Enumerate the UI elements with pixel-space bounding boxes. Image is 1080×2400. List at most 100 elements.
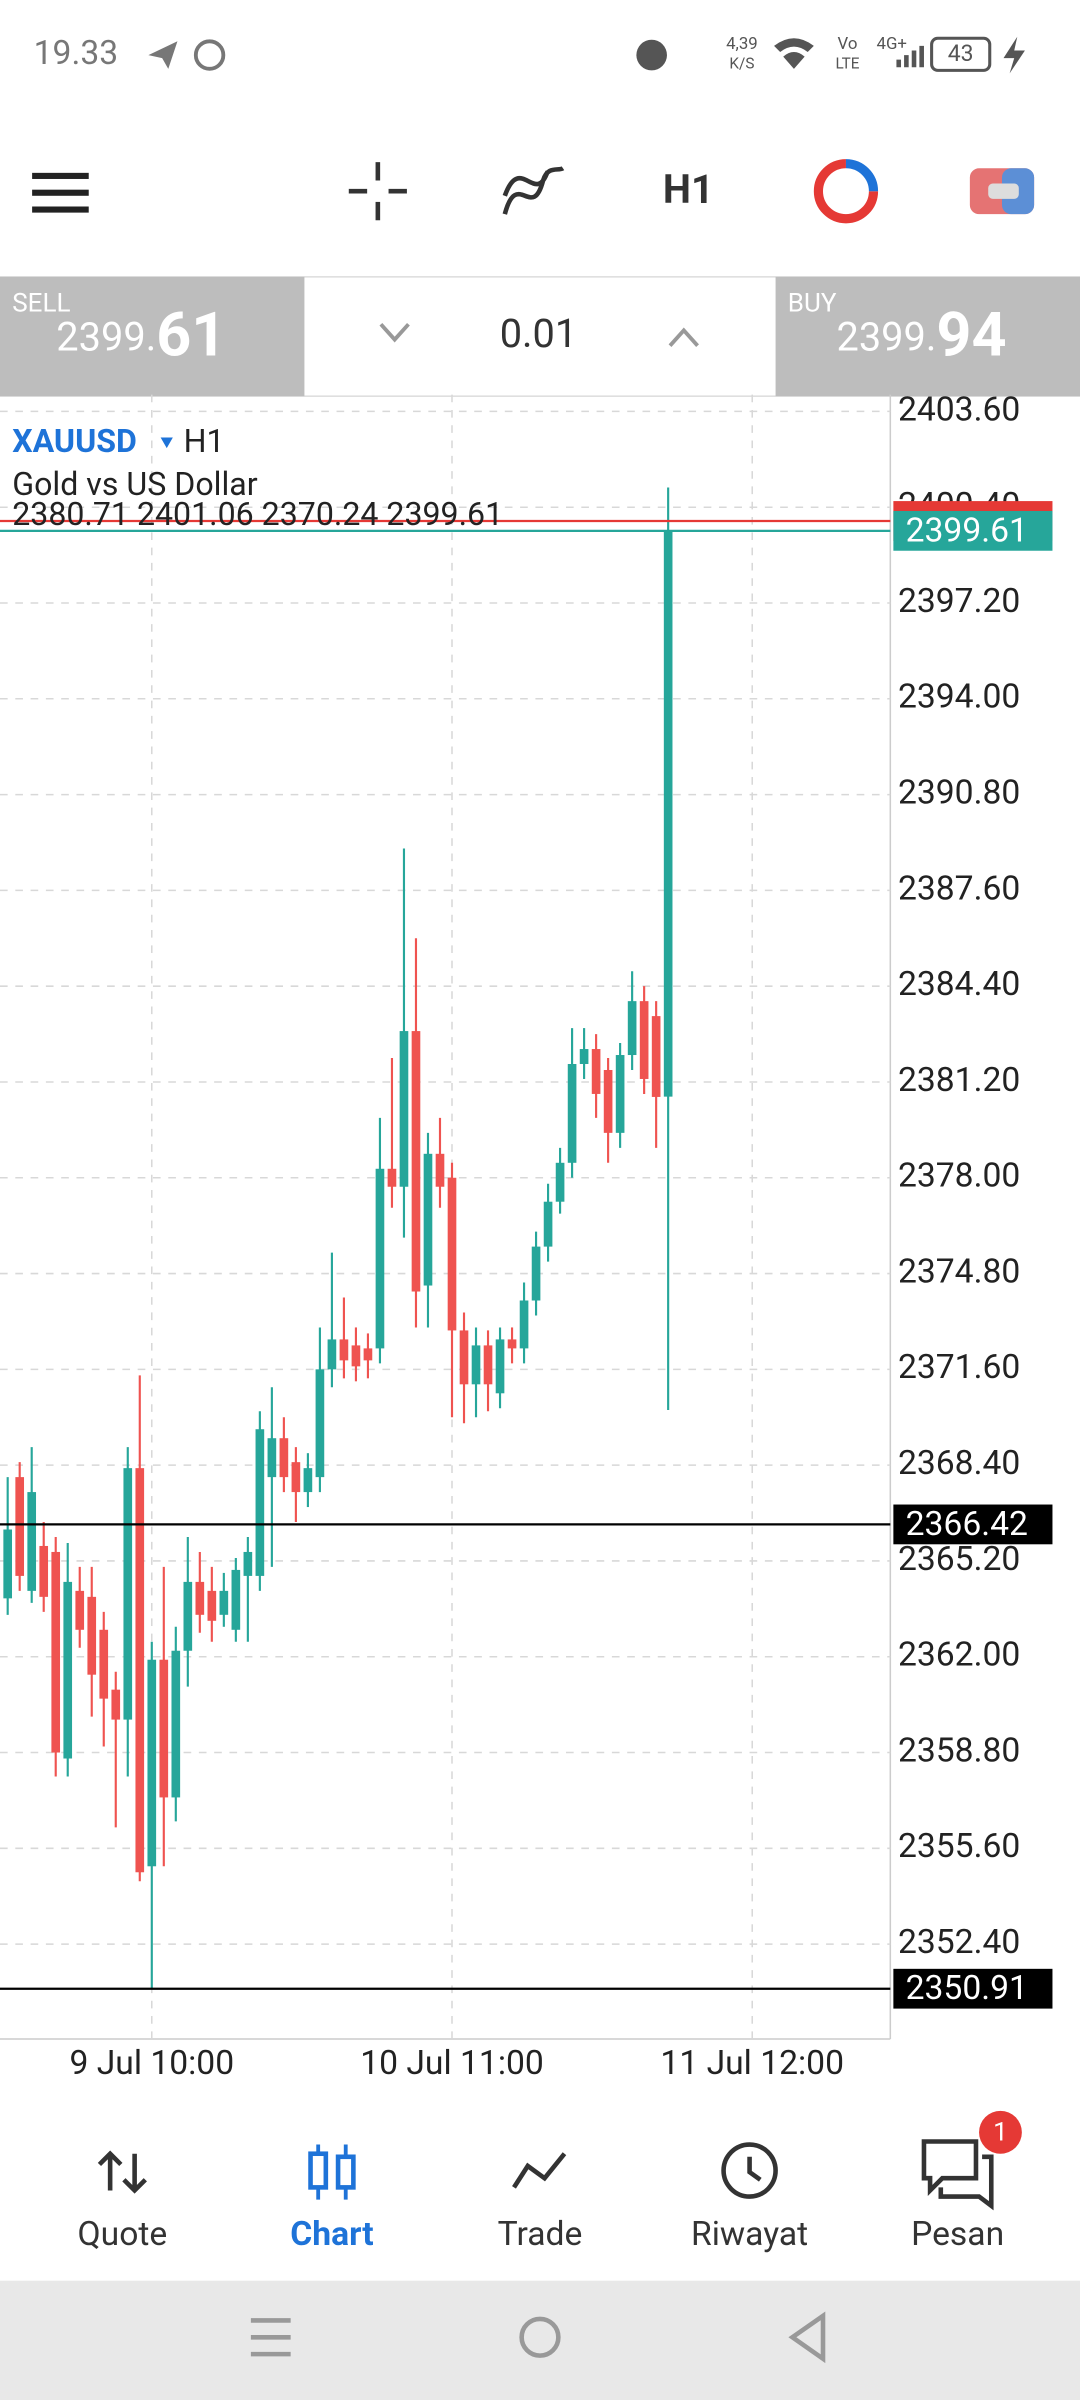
one-click-button[interactable] bbox=[969, 168, 1035, 215]
candle-body bbox=[279, 1438, 289, 1478]
y-tick-label: 2365.20 bbox=[898, 1540, 1020, 1579]
candle-body bbox=[651, 1016, 661, 1097]
timeframe-button[interactable]: H1 bbox=[663, 166, 714, 213]
nav-trade[interactable]: Trade bbox=[498, 2152, 583, 2254]
crosshair-button[interactable] bbox=[348, 162, 407, 221]
buy-button[interactable]: BUY 2399.94 bbox=[775, 276, 1080, 397]
candle-body bbox=[63, 1581, 73, 1759]
nav-label: Pesan bbox=[911, 2215, 1004, 2254]
y-tick-label: 2394.00 bbox=[898, 678, 1020, 717]
candle-body bbox=[87, 1596, 97, 1675]
trade-panel: SELL 2399.61 0.01 BUY 2399.94 bbox=[0, 276, 1080, 397]
candle-body bbox=[351, 1345, 361, 1367]
alarm-icon bbox=[636, 39, 667, 71]
sell-button[interactable]: SELL 2399.61 bbox=[0, 276, 305, 397]
chart-timeframe: H1 bbox=[184, 422, 225, 460]
nav-quote[interactable]: Quote bbox=[78, 2150, 168, 2254]
symbol-description: Gold vs US Dollar bbox=[12, 465, 257, 503]
candle-body bbox=[291, 1462, 301, 1493]
candle-body bbox=[663, 530, 673, 1097]
candle-body bbox=[111, 1689, 121, 1720]
buy-price-main: 2399. bbox=[836, 313, 936, 360]
candle-body bbox=[231, 1569, 241, 1630]
candle-body bbox=[615, 1055, 625, 1133]
symbol-dropdown[interactable] bbox=[160, 437, 173, 449]
nav-label: Chart bbox=[290, 2215, 373, 2254]
y-tick-label: 2362.00 bbox=[898, 1636, 1020, 1675]
sell-price-big: 61 bbox=[156, 299, 226, 371]
chart-header: XAUUSD H1 Gold vs US Dollar 2380.71 2401… bbox=[12, 422, 503, 533]
y-tick-label: 2355.60 bbox=[898, 1827, 1020, 1866]
candle-body bbox=[435, 1153, 445, 1187]
ohlc-values: 2380.71 2401.06 2370.24 2399.61 bbox=[12, 496, 503, 534]
sell-background bbox=[0, 276, 305, 397]
ohlc-low: 2370.24 bbox=[262, 496, 379, 534]
battery-level: 43 bbox=[948, 40, 974, 67]
lot-decrease[interactable] bbox=[379, 323, 410, 343]
recent-apps-button[interactable] bbox=[250, 2318, 291, 2357]
y-tick-label: 2387.60 bbox=[898, 869, 1020, 908]
nav-chart[interactable]: Chart bbox=[290, 2144, 374, 2255]
indicators-button[interactable] bbox=[502, 166, 565, 215]
candle-body bbox=[399, 1031, 409, 1187]
candle-body bbox=[519, 1300, 529, 1349]
x-tick-label: 9 Jul 10:00 bbox=[69, 2044, 234, 2083]
candle-body bbox=[123, 1468, 133, 1720]
x-tick-label: 11 Jul 12:00 bbox=[660, 2044, 844, 2083]
charging-icon bbox=[1003, 36, 1025, 74]
y-tick-label: 2371.60 bbox=[898, 1348, 1020, 1387]
candle-body bbox=[627, 1001, 637, 1056]
price-label-box bbox=[893, 510, 1053, 551]
chart-icon-body bbox=[308, 2151, 329, 2190]
nav-label: Trade bbox=[498, 2215, 583, 2254]
candle-body bbox=[507, 1339, 517, 1349]
signal-type: 4G+ bbox=[877, 34, 907, 54]
history-hands bbox=[747, 2156, 762, 2182]
messages-icon-back bbox=[938, 2154, 994, 2211]
bottom-nav: Quote Chart Trade Riwayat 1 Pesan bbox=[0, 2091, 1080, 2281]
price-label: 2399.61 bbox=[906, 511, 1028, 550]
price-label: 2366.42 bbox=[906, 1505, 1028, 1544]
signal-bars bbox=[896, 45, 924, 68]
y-tick-label: 2403.60 bbox=[898, 390, 1020, 429]
y-tick-label: 2358.80 bbox=[898, 1731, 1020, 1770]
candle-body bbox=[555, 1162, 565, 1202]
buy-price: 2399.94 bbox=[836, 299, 1006, 371]
candle-body bbox=[459, 1330, 469, 1385]
toolbar: H1 bbox=[32, 159, 1035, 224]
nav-history[interactable]: Riwayat bbox=[691, 2142, 808, 2255]
candle-body bbox=[483, 1345, 493, 1385]
symbol[interactable]: XAUUSD bbox=[12, 422, 137, 460]
price-label-box bbox=[893, 1968, 1053, 2009]
buy-background bbox=[775, 276, 1080, 397]
y-tick-label: 2381.20 bbox=[898, 1061, 1020, 1100]
lot-increase[interactable] bbox=[668, 327, 699, 347]
nav-messages[interactable]: 1 Pesan bbox=[911, 2110, 1022, 2254]
x-tick-label: 10 Jul 11:00 bbox=[360, 2044, 544, 2083]
back-button[interactable] bbox=[788, 2311, 826, 2364]
candle-body bbox=[339, 1339, 349, 1361]
candle-body bbox=[471, 1345, 481, 1385]
quote-icon bbox=[97, 2150, 147, 2194]
buy-label: BUY bbox=[788, 288, 837, 318]
sell-label: SELL bbox=[12, 288, 70, 318]
network-speed-unit: K/S bbox=[729, 54, 754, 72]
bottom-nav-background bbox=[0, 2091, 1080, 2281]
trade-mode-button[interactable] bbox=[813, 159, 879, 224]
lot-size[interactable]: 0.01 bbox=[500, 310, 578, 357]
candle-body bbox=[39, 1545, 49, 1597]
history-icon bbox=[721, 2142, 778, 2199]
menu-button[interactable] bbox=[32, 172, 89, 213]
y-tick-label: 2368.40 bbox=[898, 1444, 1020, 1483]
status-bar: 19.33 4,39 K/S Vo LTE 4G+ 43 bbox=[34, 34, 1025, 74]
home-button[interactable] bbox=[519, 2316, 561, 2358]
chart[interactable]: 2403.602400.402397.202394.002390.802387.… bbox=[0, 390, 1053, 2083]
candle-body bbox=[267, 1438, 277, 1478]
menu-bar bbox=[32, 206, 89, 213]
menu-bar bbox=[32, 172, 89, 179]
candle-body bbox=[423, 1153, 433, 1286]
candle-body bbox=[159, 1659, 169, 1798]
candle-body bbox=[363, 1348, 373, 1361]
candle-body bbox=[603, 1069, 613, 1133]
